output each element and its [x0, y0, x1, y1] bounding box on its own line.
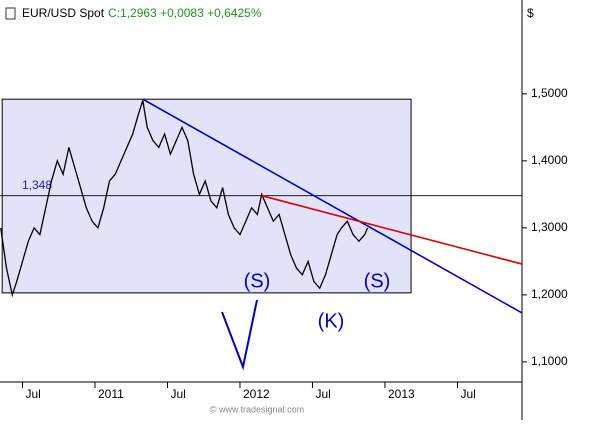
x-tick-label: Jul [170, 387, 185, 401]
y-tick-label: 1,4000 [531, 153, 568, 167]
watermark: © www.tradesignal.com [210, 404, 304, 414]
y-tick-label: 1,3000 [531, 220, 568, 234]
x-tick-label: 2012 [243, 387, 270, 401]
hline-label: 1,348 [22, 178, 52, 192]
annotation: (S) [364, 270, 391, 292]
annotation: (K) [318, 310, 345, 332]
x-tick-label: 2011 [98, 387, 124, 401]
price-line [0, 100, 369, 298]
trend-line [261, 194, 523, 265]
x-tick-label: Jul [460, 387, 475, 401]
v-drawing [221, 299, 258, 371]
annotation: (S) [244, 270, 271, 292]
currency: $ [527, 6, 534, 20]
y-tick-label: 1,1000 [531, 354, 568, 368]
y-tick-label: 1,5000 [531, 86, 568, 100]
x-tick-label: Jul [315, 387, 330, 401]
symbol-icon [5, 7, 16, 20]
trend-line [142, 98, 523, 314]
quote: C:1,2963 +0,0083 +0,6425% [108, 6, 262, 20]
y-tick-label: 1,2000 [531, 287, 568, 301]
x-tick-label: 2013 [388, 387, 415, 401]
chart-title: EUR/USD Spot [22, 6, 105, 20]
x-tick-label: Jul [25, 387, 40, 401]
